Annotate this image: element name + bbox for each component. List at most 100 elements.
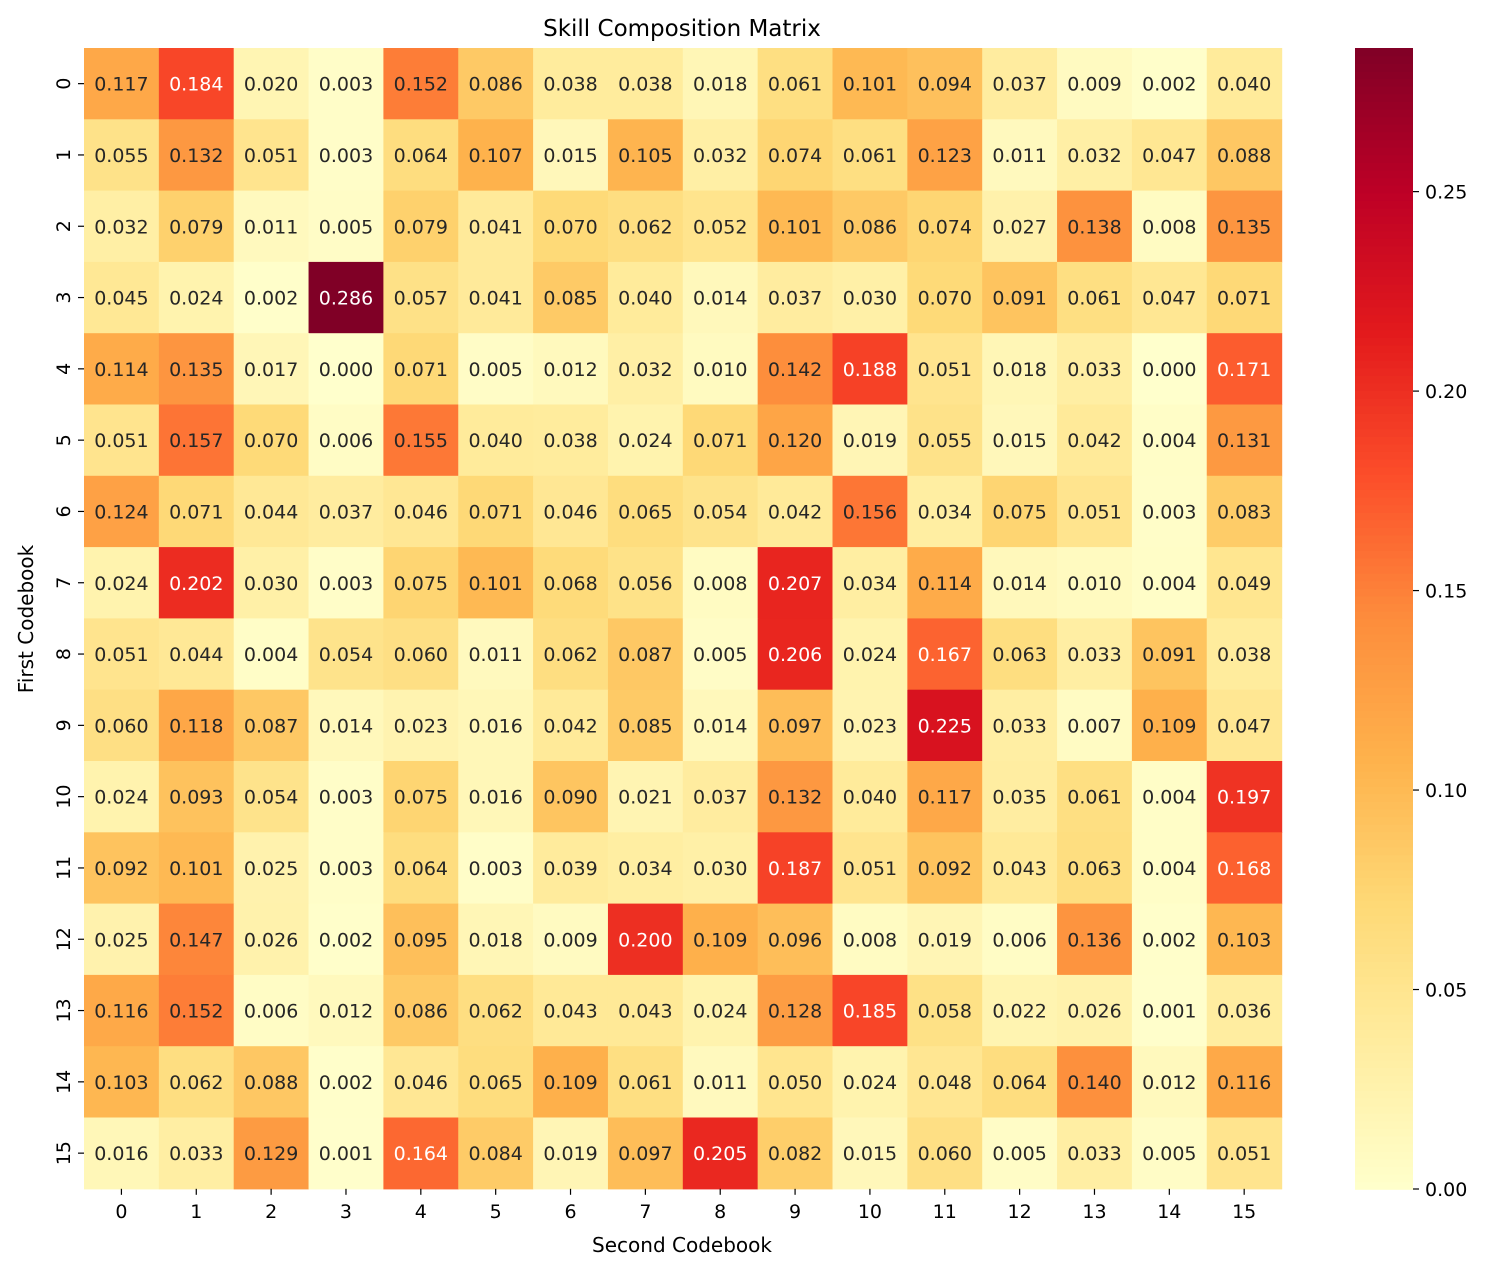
cell-value-label: 0.062	[468, 1001, 522, 1023]
colorbar-segment	[1355, 1090, 1413, 1099]
heatmap-cell	[1131, 48, 1208, 120]
colorbar-segment	[1355, 717, 1413, 726]
cell-value-label: 0.033	[1067, 359, 1121, 381]
cell-value-label: 0.005	[468, 359, 522, 381]
cell-value-label: 0.118	[169, 715, 223, 737]
heatmap-cell	[308, 119, 384, 192]
cell-value-label: 0.058	[918, 1001, 972, 1023]
y-tick-label: 3	[53, 292, 75, 304]
heatmap-cell	[533, 190, 609, 263]
heatmap-cell	[533, 689, 609, 762]
heatmap-cell	[607, 1117, 684, 1190]
cell-value-label: 0.042	[1067, 430, 1121, 452]
heatmap-cell	[907, 689, 983, 762]
colorbar-segment	[1355, 937, 1413, 947]
x-tick-label: 6	[564, 1201, 576, 1223]
cell-value-label: 0.030	[843, 288, 897, 310]
heatmap-cell	[458, 761, 534, 833]
cell-value-label: 0.171	[1217, 359, 1271, 381]
heatmap-cell	[533, 761, 609, 833]
colorbar-tick-label: 0.15	[1425, 581, 1467, 603]
heatmap-cell	[832, 547, 908, 619]
colorbar-segment	[1355, 124, 1413, 133]
cell-value-label: 0.034	[618, 858, 672, 880]
heatmap-cell	[832, 761, 908, 833]
heatmap-cell	[1131, 475, 1208, 548]
heatmap-cell	[233, 974, 310, 1047]
heatmap-cell	[383, 119, 459, 192]
colorbar-segment	[1355, 1014, 1413, 1023]
colorbar-segment	[1355, 603, 1413, 612]
cell-value-label: 0.047	[1142, 288, 1196, 310]
y-tick-label: 9	[53, 719, 75, 731]
heatmap-cell	[1131, 974, 1208, 1047]
cell-value-label: 0.014	[992, 573, 1046, 595]
colorbar-segment	[1355, 131, 1413, 141]
colorbar-segment	[1355, 656, 1413, 665]
cell-value-label: 0.044	[244, 501, 298, 523]
cell-value-label: 0.152	[169, 1001, 223, 1023]
cell-value-label: 0.027	[992, 216, 1046, 238]
cell-value-label: 0.051	[1217, 1143, 1271, 1165]
heatmap-cell	[982, 618, 1058, 691]
heatmap-cell	[982, 475, 1058, 548]
cell-value-label: 0.014	[693, 288, 747, 310]
heatmap-cell	[832, 261, 908, 334]
heatmap-cell	[907, 333, 983, 406]
x-tick-label: 5	[490, 1201, 502, 1223]
colorbar-segment	[1355, 169, 1413, 179]
heatmap-cell	[832, 48, 908, 120]
colorbar-segment	[1355, 405, 1413, 414]
heatmap-cell	[383, 190, 459, 263]
cell-value-label: 0.041	[468, 288, 522, 310]
heatmap-cell	[832, 689, 908, 762]
cell-value-label: 0.007	[1067, 715, 1121, 737]
heatmap-cell	[982, 261, 1058, 334]
cell-value-label: 0.157	[169, 430, 223, 452]
cell-value-label: 0.037	[992, 74, 1046, 96]
x-tick-label: 2	[265, 1201, 277, 1223]
heatmap-cell	[533, 475, 609, 548]
cell-value-label: 0.096	[768, 929, 822, 951]
cell-value-label: 0.086	[468, 74, 522, 96]
colorbar-segment	[1355, 473, 1413, 483]
cell-value-label: 0.103	[1217, 929, 1271, 951]
heatmap-cell	[233, 903, 310, 976]
cell-value-label: 0.140	[1067, 1072, 1121, 1094]
heatmap-cell	[1206, 903, 1283, 976]
heatmap-cell	[158, 832, 235, 905]
heatmap-cell	[982, 404, 1058, 477]
heatmap-cell	[84, 974, 160, 1047]
colorbar-segment	[1355, 367, 1413, 376]
cell-value-label: 0.105	[618, 145, 672, 167]
cell-value-label: 0.005	[319, 216, 373, 238]
cell-value-label: 0.049	[1217, 573, 1271, 595]
cell-value-label: 0.088	[244, 1072, 298, 1094]
heatmap-cell	[158, 475, 235, 548]
heatmap-cell	[1206, 404, 1283, 477]
cell-value-label: 0.018	[992, 359, 1046, 381]
heatmap-cell	[308, 903, 384, 976]
heatmap-cell	[458, 903, 534, 976]
cell-value-label: 0.084	[468, 1143, 522, 1165]
heatmap-cell	[458, 689, 534, 762]
cell-value-label: 0.018	[693, 74, 747, 96]
heatmap-cell	[982, 1117, 1058, 1190]
heatmap-cell	[383, 404, 459, 477]
colorbar-segment	[1355, 101, 1413, 110]
cell-value-label: 0.116	[1217, 1072, 1271, 1094]
cell-value-label: 0.064	[394, 145, 448, 167]
heatmap-cell	[682, 689, 759, 762]
colorbar-tick-label: 0.25	[1425, 182, 1467, 204]
cell-value-label: 0.185	[843, 1001, 897, 1023]
colorbar-segment	[1355, 420, 1413, 430]
cell-value-label: 0.188	[843, 359, 897, 381]
colorbar-segment	[1355, 146, 1413, 156]
x-tick-label: 8	[714, 1201, 726, 1223]
heatmap-cell	[1131, 333, 1208, 406]
cell-value-label: 0.024	[618, 430, 672, 452]
cell-value-label: 0.128	[768, 1001, 822, 1023]
heatmap-cell	[757, 119, 834, 192]
cell-value-label: 0.051	[1067, 501, 1121, 523]
heatmap-cell	[982, 333, 1058, 406]
